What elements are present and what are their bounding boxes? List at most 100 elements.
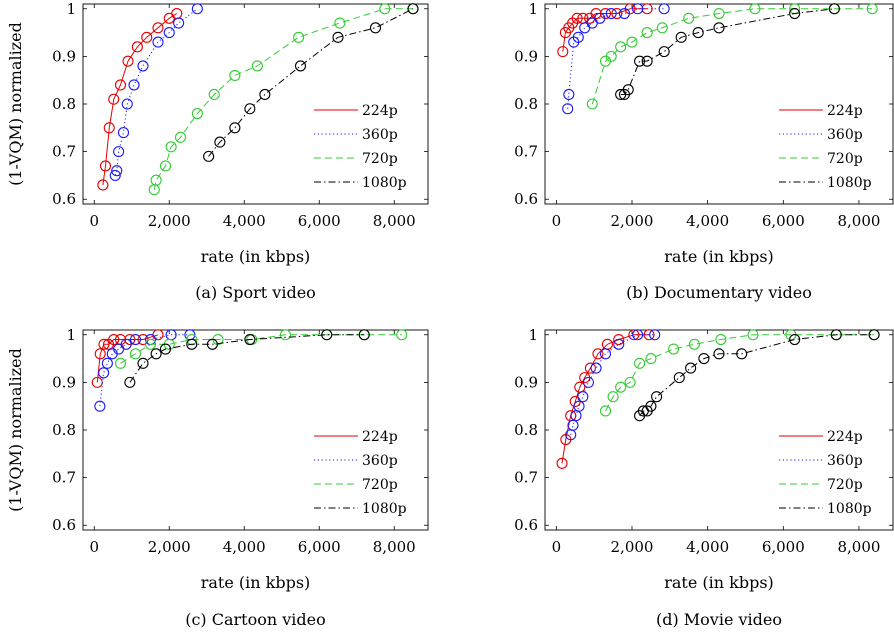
x-axis-label: rate (in kbps) — [664, 247, 774, 266]
data-point — [106, 348, 118, 360]
data-point — [120, 338, 132, 350]
chart-panel-3: 0 2,000 4,000 6,000 8,000 0.6 0.7 0.8 0.9 1 rate (… — [6, 326, 429, 629]
legend-label-224p: 224p — [362, 429, 398, 445]
series-360p — [562, 3, 670, 115]
series-line — [102, 13, 178, 186]
x-tick-label: 4,000 — [223, 538, 266, 556]
y-axis-label: (1-VQM) normalized — [6, 348, 25, 512]
y-tick-label: 0.8 — [514, 95, 538, 113]
data-point — [634, 357, 646, 369]
data-point — [229, 122, 241, 134]
x-tick-label: 2,000 — [148, 538, 191, 556]
data-point — [191, 3, 203, 15]
data-point — [622, 84, 634, 96]
data-point — [586, 98, 598, 110]
data-point — [685, 362, 697, 374]
data-point — [98, 367, 110, 379]
data-point — [567, 419, 579, 431]
data-point — [577, 391, 589, 403]
data-point — [128, 79, 140, 91]
series-line — [153, 8, 413, 190]
data-point — [749, 3, 761, 15]
x-axis-label: rate (in kbps) — [201, 247, 311, 266]
series-line — [120, 334, 402, 364]
data-point — [294, 60, 307, 72]
data-point — [109, 169, 121, 181]
data-point — [789, 7, 801, 20]
data-point — [590, 362, 602, 374]
data-point — [369, 22, 382, 34]
data-point — [658, 3, 670, 15]
data-point — [117, 127, 130, 139]
y-tick-label: 0.8 — [52, 421, 76, 439]
y-tick-label: 0.6 — [514, 516, 538, 534]
legend-label-1080p: 1080p — [827, 501, 872, 517]
data-point — [159, 343, 172, 355]
data-point — [599, 405, 612, 417]
series-line — [605, 334, 875, 412]
legend: 224p 360p 720p 1080p — [773, 96, 889, 196]
data-point — [594, 12, 606, 24]
y-tick-label: 0.8 — [514, 421, 538, 439]
legend-box — [308, 96, 424, 196]
data-point — [173, 17, 185, 29]
series-224p — [97, 7, 183, 191]
data-point — [675, 31, 687, 43]
x-tick-label: 2,000 — [611, 538, 654, 556]
data-point — [628, 329, 640, 341]
data-point — [868, 329, 880, 341]
data-point — [828, 3, 840, 15]
y-tick-label: 0.8 — [52, 95, 76, 113]
x-tick-label: 6,000 — [762, 538, 805, 556]
data-point — [830, 329, 842, 341]
data-point — [562, 103, 574, 115]
x-tick-label: 4,000 — [686, 212, 729, 230]
data-point — [137, 357, 149, 369]
data-point — [789, 333, 801, 346]
data-point — [98, 338, 110, 350]
x-tick-label: 2,000 — [611, 212, 654, 230]
data-point — [658, 46, 670, 58]
x-axis-label: rate (in kbps) — [201, 573, 311, 592]
legend-label-1080p: 1080p — [362, 501, 407, 517]
chart-panel-4: 0 2,000 4,000 6,000 8,000 0.6 0.7 0.8 0.9 1 rate (… — [514, 326, 894, 629]
data-point — [715, 333, 727, 346]
x-tick-label: 8,000 — [373, 538, 416, 556]
data-point — [556, 457, 568, 469]
data-point — [396, 329, 408, 341]
data-point — [214, 136, 226, 148]
x-tick-label: 0 — [552, 212, 562, 230]
data-point — [692, 27, 704, 39]
series-line — [114, 8, 198, 176]
data-point — [713, 7, 725, 20]
data-point — [683, 12, 695, 24]
data-point — [152, 36, 164, 48]
data-point — [229, 69, 241, 81]
data-point — [321, 329, 333, 341]
y-tick-label: 1 — [528, 0, 538, 18]
data-point — [99, 160, 112, 172]
data-point — [124, 376, 136, 388]
x-tick-label: 0 — [552, 538, 562, 556]
data-point — [244, 103, 256, 115]
series-720p — [114, 329, 408, 369]
data-point — [206, 338, 218, 350]
y-tick-label: 0.6 — [52, 190, 76, 208]
data-point — [618, 7, 630, 20]
data-point — [572, 31, 584, 43]
x-tick-label: 0 — [89, 538, 99, 556]
data-point — [747, 329, 759, 341]
data-point — [645, 353, 657, 365]
data-point — [244, 333, 256, 346]
data-point — [713, 348, 725, 360]
legend-label-720p: 720p — [827, 151, 863, 167]
data-point — [163, 27, 175, 39]
legend-box — [773, 422, 889, 522]
y-tick-label: 0.7 — [52, 469, 76, 487]
series-line — [620, 8, 835, 95]
data-point — [645, 400, 657, 412]
data-point — [251, 60, 263, 72]
data-point — [129, 348, 142, 360]
y-axis-label: (1-VQM) normalized — [6, 22, 25, 186]
